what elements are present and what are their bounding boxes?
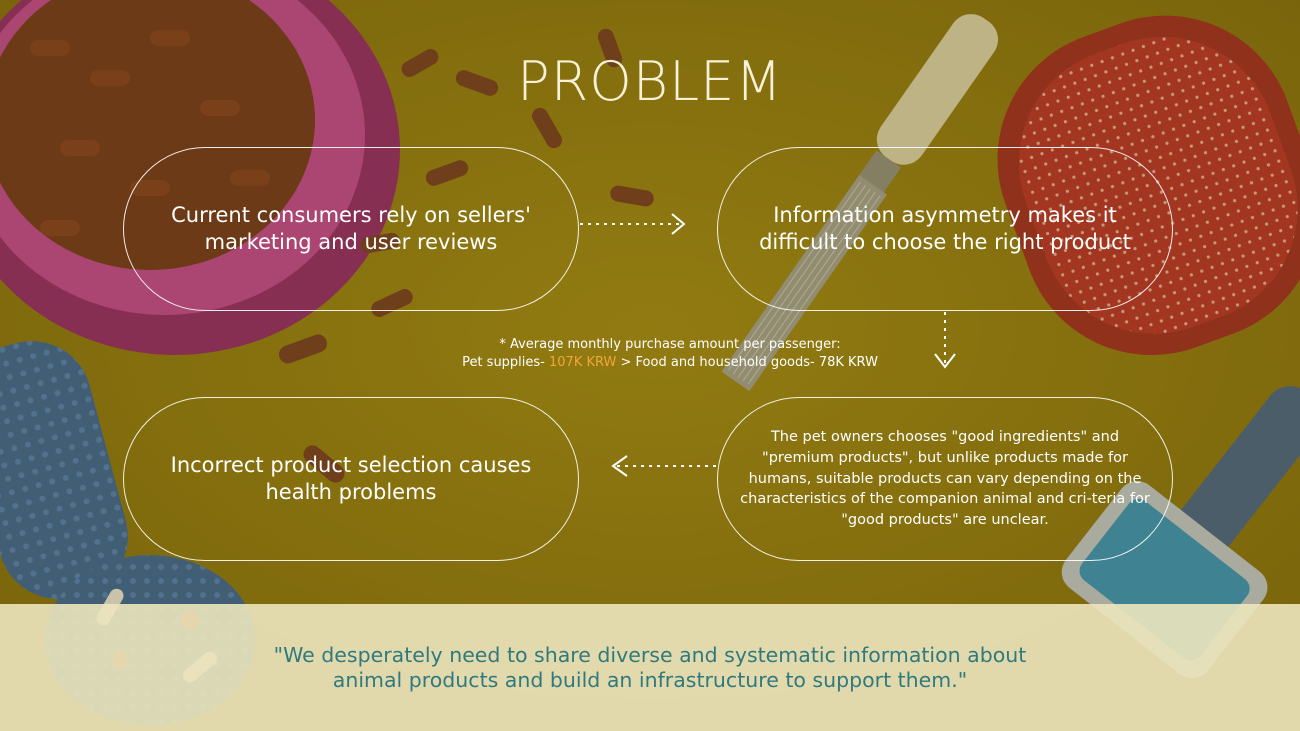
arrow-right-icon [580, 213, 686, 235]
box-bottom-right: The pet owners chooses "good ingredients… [717, 397, 1173, 561]
arrow-left-icon [611, 455, 718, 477]
box-top-right: Information asymmetry makes it difficult… [717, 147, 1173, 311]
arrow-down-icon [934, 312, 956, 369]
box-bottom-left-text: Incorrect product selection causes healt… [170, 452, 532, 504]
note-line-1: * Average monthly purchase amount per pa… [499, 337, 841, 352]
note-food-label: > Food and household goods- 78K KRW [620, 354, 878, 370]
note-line-2: Pet supplies- 107K KRW > Food and househ… [420, 354, 920, 372]
box-bottom-left: Incorrect product selection causes healt… [123, 397, 579, 561]
quote-banner [0, 604, 1300, 731]
note-highlight-amount: 107K KRW [549, 354, 617, 370]
quote-text-content: "We desperately need to share diverse an… [273, 643, 1027, 692]
note-pet-label: Pet supplies- [462, 354, 545, 370]
quote-text: "We desperately need to share diverse an… [0, 643, 1300, 693]
box-bottom-right-text: The pet owners chooses "good ingredients… [740, 429, 1150, 529]
box-top-right-text: Information asymmetry makes it difficult… [759, 202, 1131, 254]
purchase-note: * Average monthly purchase amount per pa… [420, 336, 920, 371]
box-top-left-text: Current consumers rely on sellers' marke… [171, 202, 531, 254]
box-top-left: Current consumers rely on sellers' marke… [123, 147, 579, 311]
slide-title: PROBLEM [517, 50, 783, 113]
